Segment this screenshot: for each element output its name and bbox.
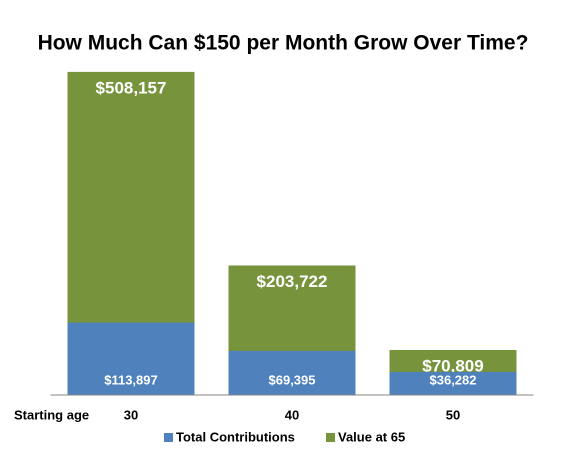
value-label: $508,157 (96, 78, 167, 97)
x-tick-label: 40 (285, 407, 299, 422)
x-axis-label: Starting age (14, 407, 89, 422)
chart-title: How Much Can $150 per Month Grow Over Ti… (38, 32, 529, 55)
value-label: $69,395 (269, 372, 316, 387)
legend-label: Value at 65 (338, 429, 405, 444)
legend-swatch (326, 433, 335, 442)
x-tick-label: 30 (124, 407, 138, 422)
legend-swatch (164, 433, 173, 442)
value-label: $113,897 (104, 372, 158, 387)
value-label: $36,282 (430, 372, 477, 387)
legend-label: Total Contributions (176, 429, 295, 444)
bar (67, 322, 195, 395)
bar (389, 371, 517, 395)
x-tick-label: 50 (446, 407, 460, 422)
value-label: $203,722 (257, 272, 328, 291)
value-label: $70,809 (422, 356, 483, 375)
bar (228, 350, 356, 395)
